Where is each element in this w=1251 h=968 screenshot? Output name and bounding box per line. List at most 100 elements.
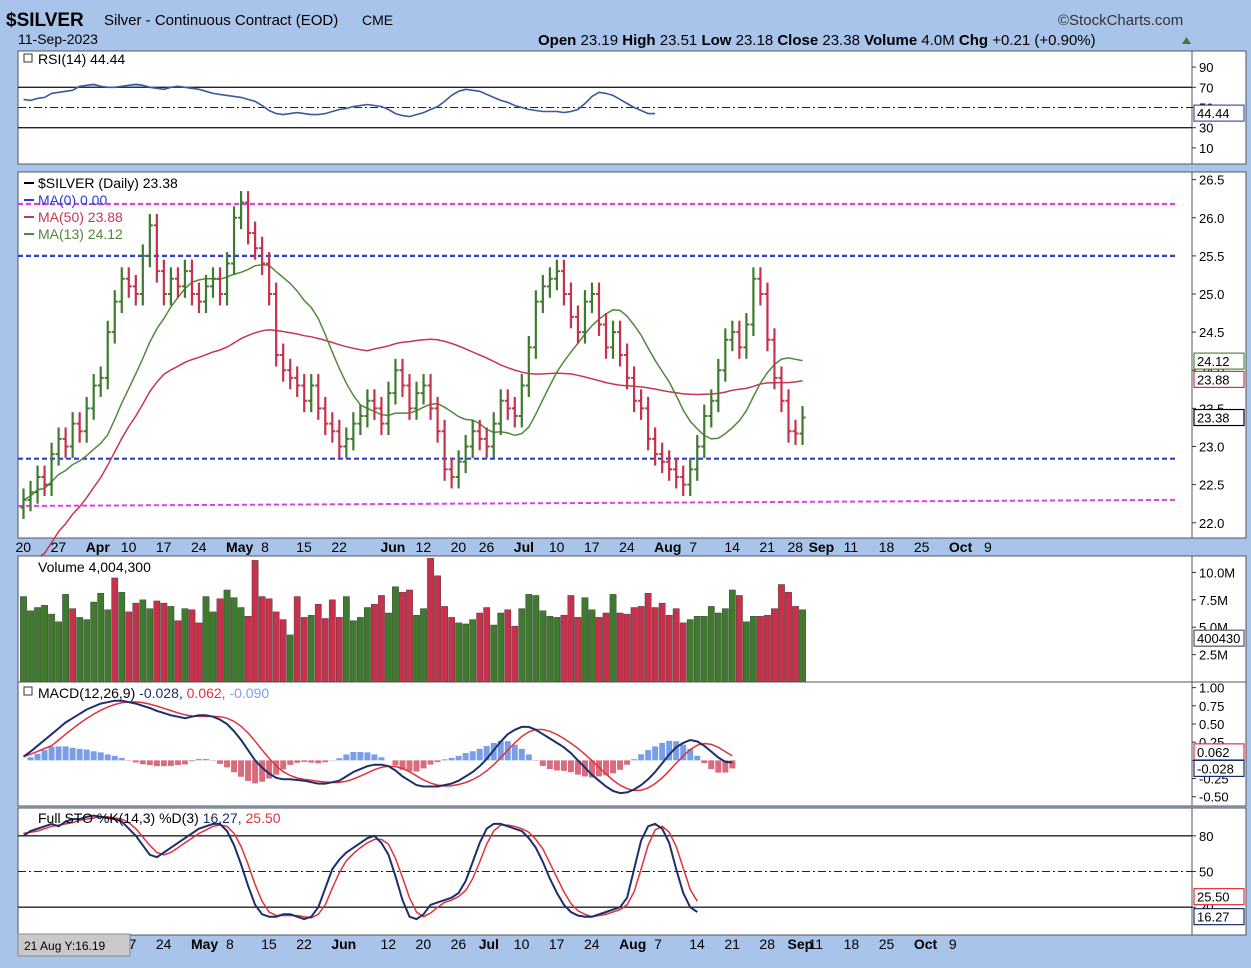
macd-hist-bar — [694, 756, 700, 761]
macd-hist-bar — [189, 760, 195, 761]
macd-hist-bar — [554, 760, 560, 770]
sto-legend-value: 25.50 — [246, 810, 281, 826]
volume-bar — [540, 611, 546, 682]
volume-bar — [238, 607, 244, 682]
macd-hist-bar — [70, 748, 76, 761]
sto-legend-value: 16.27, — [203, 810, 246, 826]
low-label: Low — [701, 32, 731, 49]
volume-bar — [266, 599, 272, 682]
macd-hist-bar — [105, 754, 111, 760]
open-value: 23.19 — [581, 32, 619, 49]
volume-bar — [217, 599, 223, 682]
volume-bar — [610, 594, 616, 682]
price-x-label: 21 — [759, 539, 775, 555]
macd-hist-bar — [294, 760, 300, 762]
volume-bar — [491, 625, 497, 682]
volume-bar — [638, 606, 644, 682]
price-axis-tick-label: 26.0 — [1199, 211, 1224, 226]
volume-bar — [624, 614, 630, 682]
volume-bar — [582, 598, 588, 682]
price-axis-tick-label: 23.0 — [1199, 440, 1224, 455]
volume-bar — [140, 600, 146, 682]
macd-hist-bar — [470, 751, 476, 760]
rsi-axis-tick-label: 90 — [1199, 60, 1213, 75]
volume-bar — [715, 613, 721, 682]
bottom-x-label: Jul — [479, 936, 499, 952]
volume-bar — [48, 614, 54, 682]
rsi-axis-tick-label: 70 — [1199, 80, 1213, 95]
price-x-label: 10 — [121, 539, 137, 555]
macd-hist-bar — [49, 747, 55, 761]
price-axis-tick-label: 26.5 — [1199, 173, 1224, 188]
macd-hist-bar — [414, 760, 420, 771]
bottom-x-label: 20 — [416, 936, 432, 952]
macd-hist-bar — [259, 760, 265, 781]
macd-hist-bar — [280, 760, 286, 769]
macd-hist-bar — [196, 759, 202, 760]
price-x-label: 28 — [788, 539, 804, 555]
price-x-label: 20 — [451, 539, 467, 555]
rsi-last-text: 44.44 — [1197, 106, 1230, 121]
macd-hist-bar — [175, 760, 181, 765]
volume-bar — [392, 587, 398, 682]
volume-bar — [76, 617, 82, 682]
macd-panel: 1.000.750.500.250.00-0.25-0.50MACD(12,26… — [18, 681, 1246, 806]
macd-hist-bar — [161, 760, 167, 766]
tooltip-text: 21 Aug Y:16.19 — [24, 939, 106, 953]
bottom-x-label: Aug — [619, 936, 646, 952]
volume-bar — [91, 602, 97, 682]
volume-bar — [112, 578, 118, 682]
macd-hist-bar — [477, 749, 483, 761]
volume-bar — [484, 607, 490, 682]
price-x-label: Apr — [86, 539, 111, 555]
volume-bar — [722, 609, 728, 682]
macd-hist-bar — [119, 758, 125, 760]
macd-hist-bar — [140, 760, 146, 764]
volume-bar — [526, 594, 532, 682]
volume-bar — [84, 620, 90, 682]
date-label: 11-Sep-2023 — [18, 31, 98, 47]
volume-bar — [350, 621, 356, 682]
bottom-x-axis: 101724May81522Jun122026Jul101724Aug71421… — [86, 936, 957, 952]
macd-hist-bar — [308, 760, 314, 762]
price-axis-tick-label: 25.0 — [1199, 287, 1224, 302]
sto-k-last-text: 16.27 — [1197, 910, 1230, 925]
volume-axis-tick-label: 7.5M — [1199, 593, 1228, 608]
macd-hist-bar — [336, 758, 342, 760]
up-arrow-icon — [1182, 37, 1191, 44]
macd-hist-bar — [350, 752, 356, 760]
macd-hist-bar — [245, 760, 251, 781]
price-x-label: Jul — [514, 539, 534, 555]
volume-bar — [778, 584, 784, 682]
volume-bar — [434, 576, 440, 682]
volume-bar — [519, 609, 525, 682]
volume-bar — [477, 613, 483, 682]
macd-hist-bar — [659, 743, 665, 760]
bottom-x-label: 25 — [879, 936, 895, 952]
volume-bar — [441, 606, 447, 682]
volume-bar — [687, 620, 693, 682]
volume-label: Volume — [864, 32, 917, 49]
volume-bar — [280, 620, 286, 682]
price-x-label: Aug — [654, 539, 681, 555]
price-x-label: 25 — [914, 539, 930, 555]
volume-bar — [631, 607, 637, 682]
volume-bar — [55, 622, 61, 682]
price-x-label: 8 — [261, 539, 269, 555]
volume-bar — [561, 615, 567, 682]
volume-bar — [168, 606, 174, 682]
macd-hist-bar — [463, 753, 469, 760]
macd-hist-bar — [652, 746, 658, 760]
volume-bar — [273, 612, 279, 682]
volume-bar — [245, 616, 251, 682]
volume-bar — [203, 597, 209, 682]
bottom-x-label: 17 — [549, 936, 565, 952]
price-legend: MA(0) 0.00 — [38, 192, 107, 208]
macd-hist-bar — [182, 760, 188, 764]
close-last-text: 23.38 — [1197, 411, 1230, 426]
macd-hist-bar — [35, 754, 41, 761]
volume-bar — [259, 597, 265, 682]
macd-hist-bar — [371, 754, 377, 760]
volume-bar — [210, 612, 216, 682]
